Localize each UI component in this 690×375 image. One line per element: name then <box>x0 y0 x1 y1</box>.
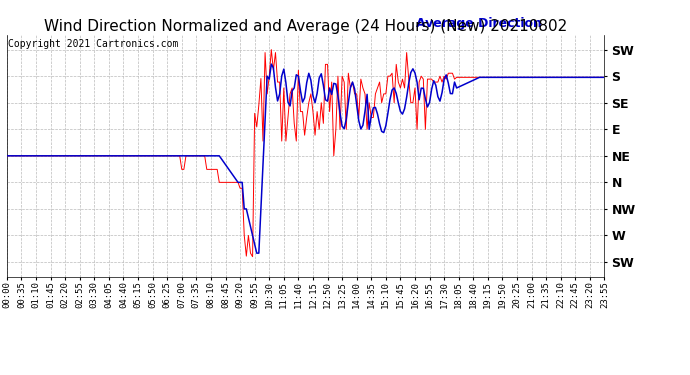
Title: Wind Direction Normalized and Average (24 Hours) (New) 20210802: Wind Direction Normalized and Average (2… <box>44 19 567 34</box>
Text: Copyright 2021 Cartronics.com: Copyright 2021 Cartronics.com <box>8 39 179 49</box>
Text: Average Direction: Average Direction <box>416 17 542 30</box>
